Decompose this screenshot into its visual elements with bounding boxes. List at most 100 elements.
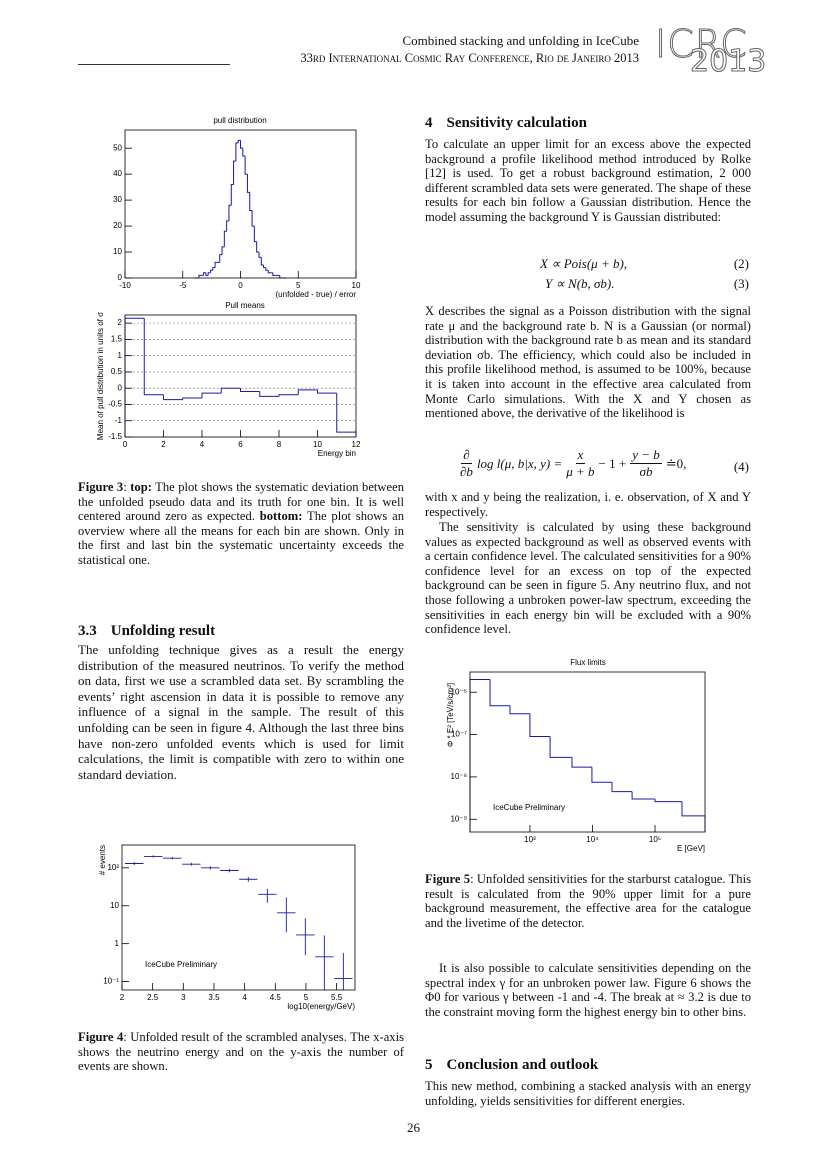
y-tick-label: 20 — [113, 221, 122, 230]
histogram-bin — [265, 267, 269, 271]
x-tick-label: 3.5 — [208, 993, 220, 1002]
y-tick-label: 1 — [115, 939, 120, 948]
histogram-bin — [253, 226, 257, 243]
histogram-bin — [143, 318, 164, 396]
eq-part: − 1 + — [598, 455, 627, 471]
y-tick-label: 10² — [107, 863, 119, 872]
paragraph: with x and y being the realization, i. e… — [425, 490, 751, 519]
chart-title: Flux limits — [570, 658, 606, 667]
histogram-bin — [654, 799, 682, 803]
histogram-bin — [203, 272, 206, 276]
histogram-bin — [242, 148, 246, 157]
histogram-bin — [272, 272, 276, 276]
x-tick-label: 2.5 — [147, 993, 159, 1002]
plot-frame — [124, 314, 357, 438]
paragraph: X describes the signal as a Poisson dist… — [425, 304, 751, 421]
y-tick-label: 10⁻⁸ — [451, 772, 468, 781]
y-tick-label: 10⁻⁷ — [451, 730, 467, 739]
chart-title: pull distribution — [213, 116, 266, 125]
paragraph: This new method, combining a stacked ana… — [425, 1079, 751, 1108]
y-axis-label: # events — [98, 845, 107, 875]
equation-number: (2) — [733, 256, 749, 271]
histogram-bin — [571, 757, 592, 768]
histogram-bin — [246, 174, 250, 193]
x-tick-label: 10³ — [524, 835, 536, 844]
histogram-bin — [267, 270, 271, 274]
plot-frame — [124, 129, 357, 279]
histogram-bin — [212, 267, 216, 271]
eq-part: log l(μ, b|x, y) = — [476, 455, 563, 471]
caption-label: Figure 3 — [78, 480, 124, 494]
x-axis-label: Energy bin — [318, 449, 356, 458]
caption-label: Figure 4 — [78, 1030, 124, 1044]
x-tick-label: 2 — [120, 993, 125, 1002]
histogram-bin — [469, 678, 491, 832]
y-tick-label: 10 — [110, 901, 119, 910]
caption-text: : — [123, 480, 131, 494]
histogram-bin — [260, 257, 264, 266]
eq-part: ∂ — [461, 447, 472, 464]
equation-number: (4) — [733, 459, 749, 474]
section-title: Sensitivity calculation — [446, 115, 587, 131]
histogram-bin — [256, 241, 259, 253]
x-tick-label: 4.5 — [270, 993, 282, 1002]
y-tick-label: -1 — [115, 416, 123, 425]
histogram-bin — [240, 388, 260, 392]
annotation: IceCube Preliminary — [145, 960, 217, 969]
x-tick-label: 5.5 — [331, 993, 343, 1002]
section-title: Unfolding result — [110, 623, 216, 639]
x-tick-label: 0 — [238, 281, 243, 290]
eq-part: σb — [639, 464, 653, 479]
running-title: Combined stacking and unfolding in IceCu… — [402, 33, 639, 48]
annotation: IceCube Preliminary — [493, 803, 565, 812]
conference: 33rd International Cosmic Ray Conference… — [300, 51, 639, 65]
histogram-bin — [244, 155, 248, 175]
y-tick-label: 2 — [118, 318, 123, 327]
x-tick-label: 3 — [181, 993, 186, 1002]
caption-text: The plot shows an overview where all the… — [78, 509, 404, 567]
section-heading: 3.3 Unfolding result — [78, 623, 215, 640]
caption: Figure 4: Unfolded result of the scrambl… — [78, 1030, 404, 1074]
x-axis-label: (unfolded - true) / error — [276, 290, 357, 299]
histogram-bin — [251, 210, 255, 227]
header-rule — [78, 64, 230, 65]
histogram-bin — [489, 679, 511, 707]
histogram-bin — [223, 230, 227, 247]
y-tick-label: 0.5 — [111, 367, 123, 376]
histogram-bin — [209, 269, 213, 273]
histogram-bin — [219, 254, 223, 263]
histogram-bin — [201, 392, 222, 398]
histogram-bin — [259, 391, 279, 397]
y-tick-label: 1.5 — [111, 335, 123, 344]
histogram-bin — [237, 139, 241, 143]
histogram-bin — [182, 397, 202, 400]
y-tick-label: 10⁻¹ — [103, 977, 119, 986]
y-tick-label: 1 — [118, 351, 123, 360]
paragraph: The unfolding technique gives as a resul… — [78, 642, 404, 782]
y-tick-label: 50 — [113, 143, 122, 152]
x-tick-label: 12 — [352, 440, 361, 449]
x-tick-label: 0 — [123, 440, 128, 449]
histogram-bin — [228, 204, 232, 221]
x-axis-label: E [GeV] — [677, 844, 705, 853]
caption: Figure 5: Unfolded sensitivities for the… — [425, 872, 751, 930]
plot-frame — [469, 671, 706, 833]
histogram-bin — [249, 192, 253, 211]
section-number: 4 — [425, 115, 433, 131]
histogram-bin — [233, 160, 236, 185]
histogram-bin — [214, 261, 218, 268]
caption-text: bottom: — [259, 509, 303, 524]
x-tick-label: 6 — [238, 440, 243, 449]
fraction: y − b σb — [630, 447, 662, 480]
equation: Y ∝ N(b, σb). — [545, 276, 615, 291]
eq-part: ∂b — [460, 464, 473, 479]
histogram-bin — [207, 272, 211, 276]
eq-part: x — [575, 447, 586, 464]
histogram-bin — [591, 767, 612, 783]
histogram-bin — [258, 252, 262, 258]
histogram-bin — [221, 246, 225, 255]
paragraph: The sensitivity is calculated by using t… — [425, 520, 751, 637]
